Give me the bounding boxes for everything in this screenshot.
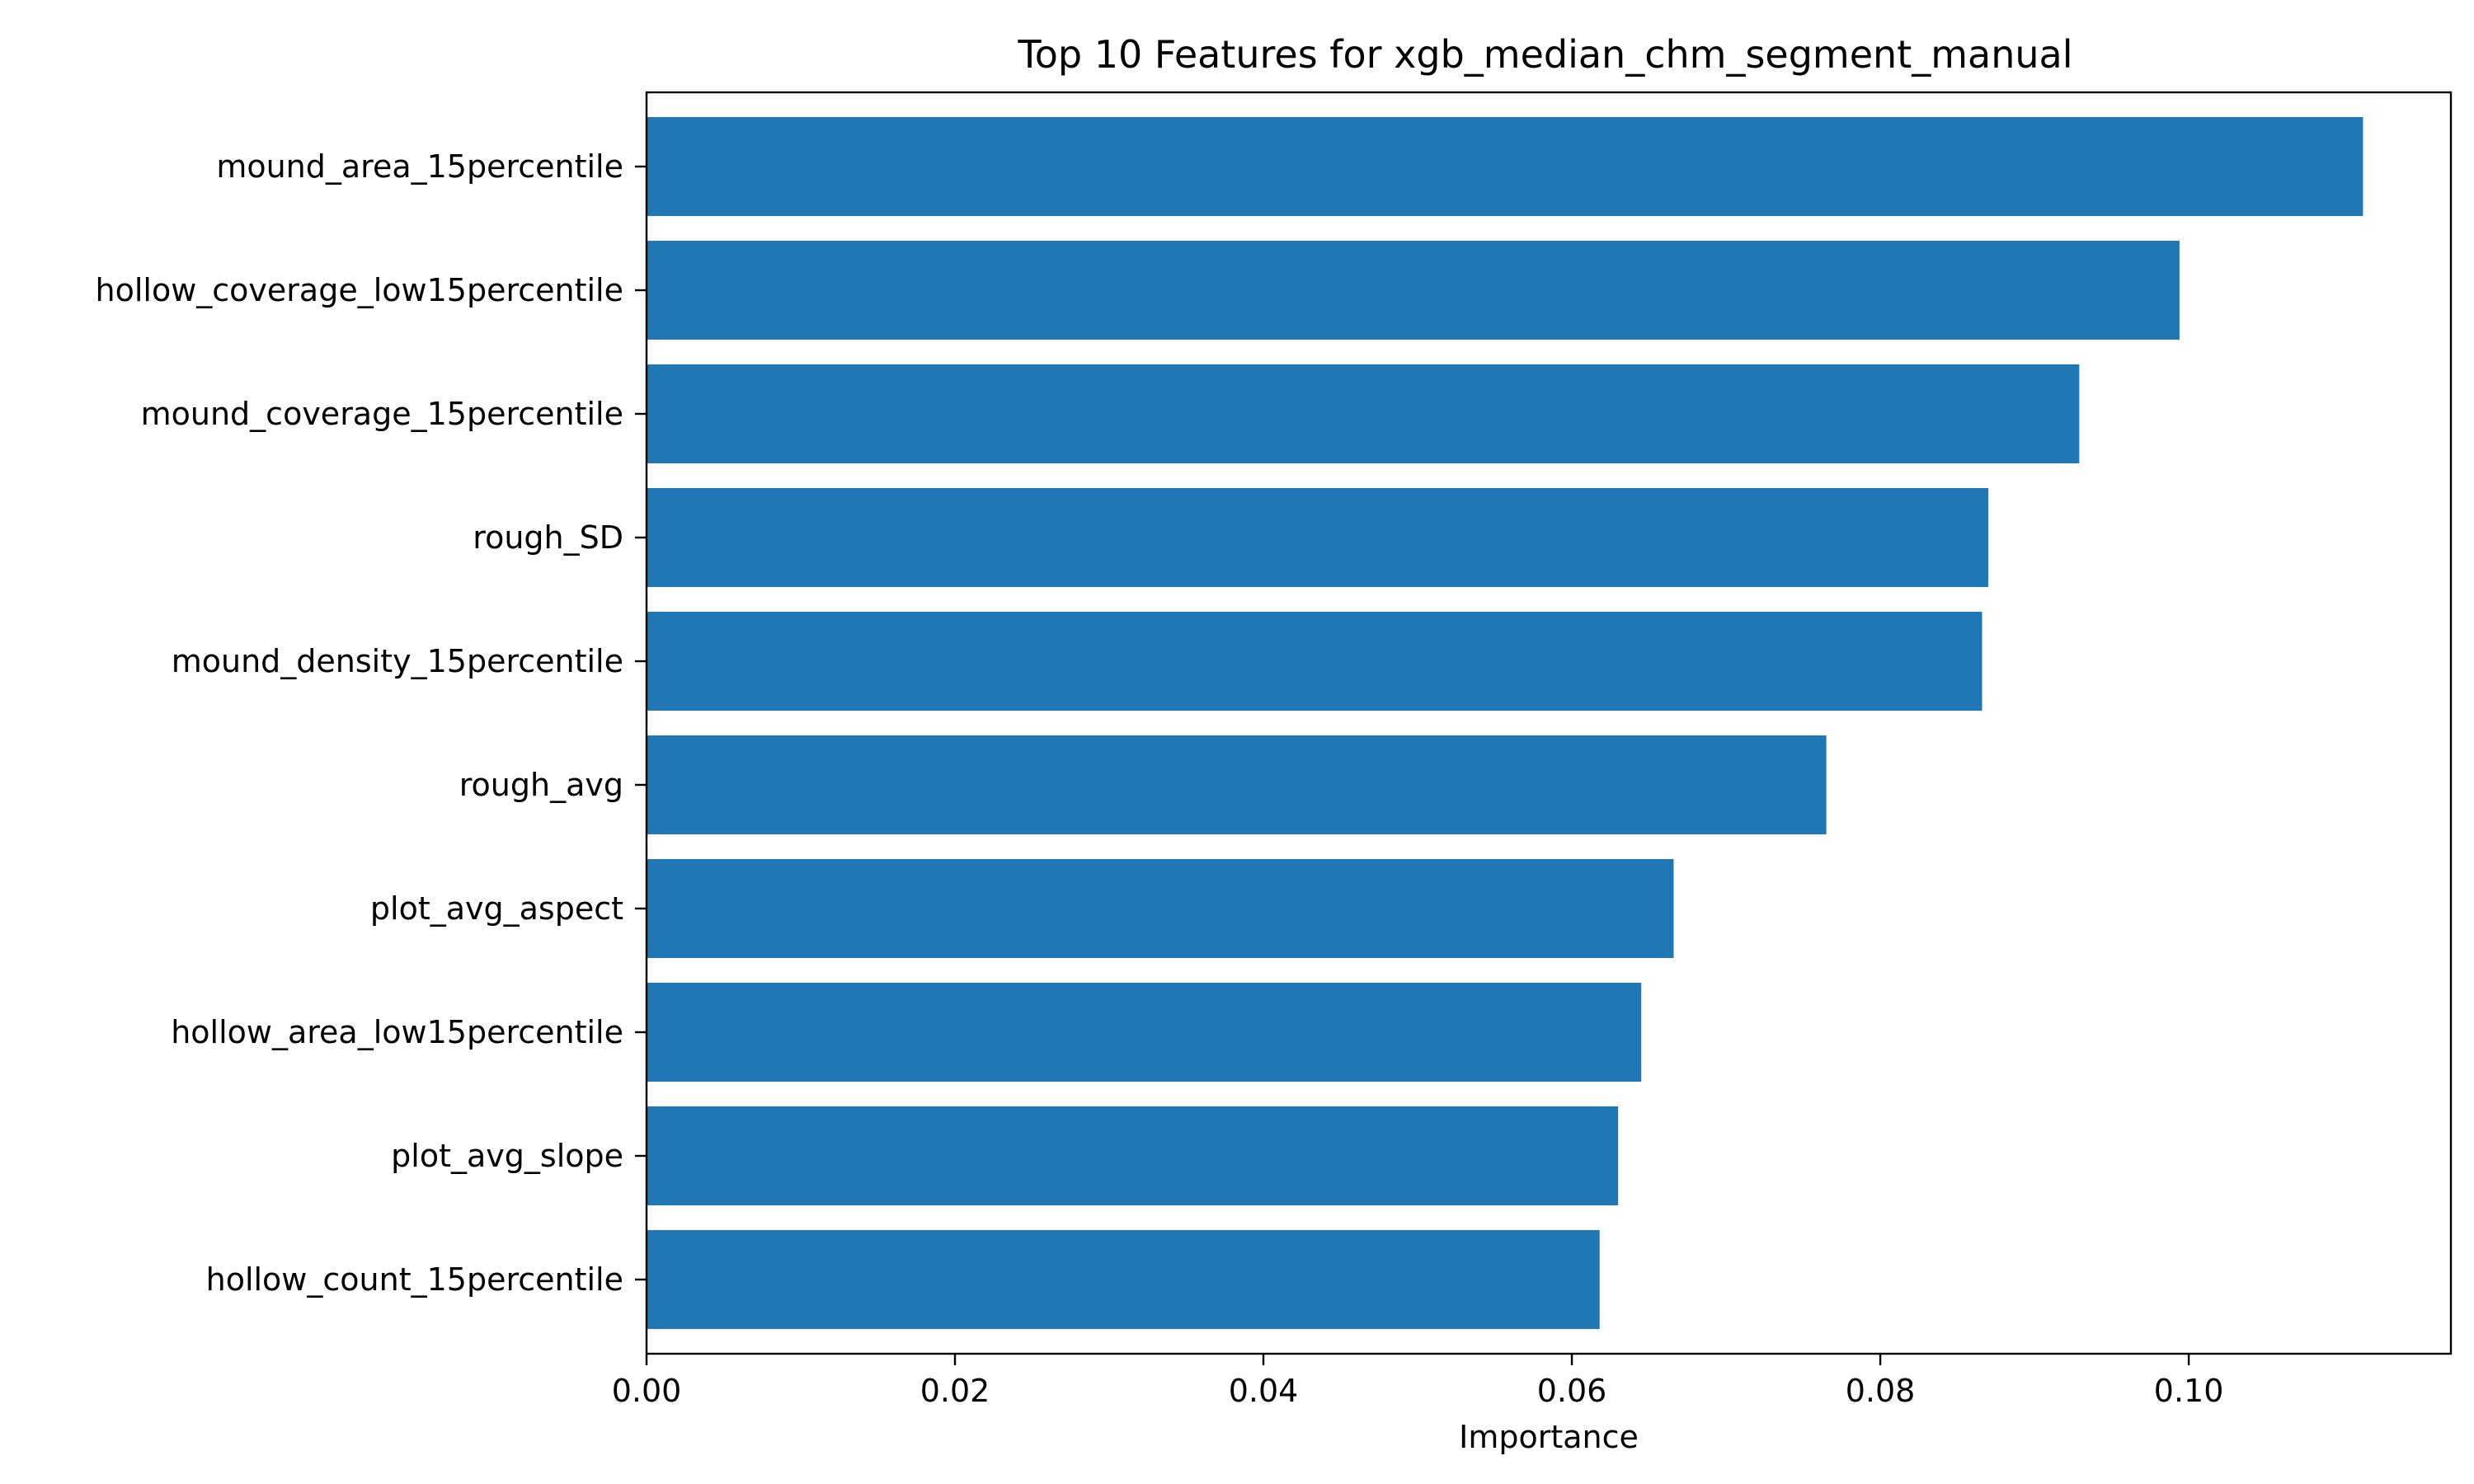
y-tick-label: mound_coverage_15percentile [141,396,623,432]
x-tick-label: 0.10 [2154,1373,2224,1409]
x-tick-label: 0.02 [920,1373,990,1409]
y-tick-label: rough_avg [459,767,623,803]
bar-hollow_area_low15percentile [647,983,1642,1082]
bar-plot_avg_slope [647,1106,1619,1205]
bar-mound_area_15percentile [647,117,2363,216]
y-tick-label: rough_SD [473,519,623,556]
y-tick-label: plot_avg_slope [391,1138,623,1174]
bar-mound_density_15percentile [647,612,1982,711]
y-tick-label: hollow_count_15percentile [206,1261,623,1298]
y-tick-label: mound_area_15percentile [216,148,623,185]
x-tick-label: 0.08 [1846,1373,1916,1409]
y-tick-label: hollow_coverage_low15percentile [96,272,623,308]
bar-hollow_coverage_low15percentile [647,241,2180,340]
bar-mound_coverage_15percentile [647,364,2080,463]
x-tick-label: 0.06 [1537,1373,1607,1409]
y-tick-label: mound_density_15percentile [172,643,623,679]
bar-rough_avg [647,735,1827,834]
y-tick-label: plot_avg_aspect [370,890,623,927]
x-axis-ticks: 0.00 0.02 0.04 0.06 0.08 0.10 [612,1354,2224,1409]
x-tick-label: 0.04 [1229,1373,1299,1409]
x-axis-label: Importance [1459,1419,1639,1455]
bar-rough_SD [647,488,1988,587]
chart-title: Top 10 Features for xgb_median_chm_segme… [1017,32,2072,77]
x-tick-label: 0.00 [612,1373,682,1409]
plot-frame [645,91,2453,1355]
y-tick-label: hollow_area_low15percentile [171,1014,623,1050]
bar-hollow_count_15percentile [647,1230,1600,1329]
bar-plot_avg_aspect [647,859,1674,958]
bars-layer [647,117,2363,1329]
y-axis-ticks: mound_area_15percentile hollow_coverage_l… [96,148,647,1298]
